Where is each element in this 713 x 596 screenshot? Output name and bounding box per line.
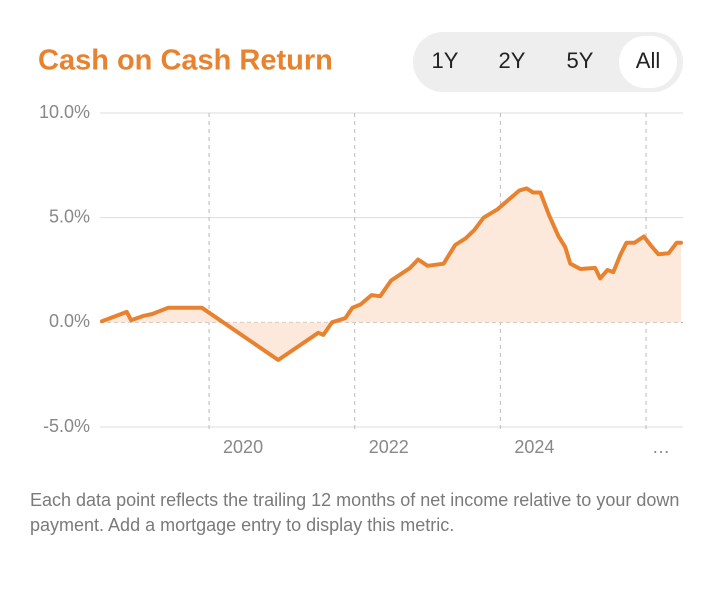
- area: [102, 188, 681, 360]
- y-tick-label: 10.0%: [39, 102, 90, 122]
- range-button[interactable]: All: [636, 48, 660, 73]
- x-tick-label: 2020: [223, 437, 263, 457]
- y-tick-label: -5.0%: [43, 416, 90, 436]
- line: [100, 186, 683, 362]
- range-button[interactable]: 5Y: [567, 48, 594, 73]
- range-button[interactable]: 2Y: [499, 48, 526, 73]
- footnote: Each data point reflects the trailing 12…: [30, 490, 680, 535]
- x-tick-label: 2024: [514, 437, 554, 457]
- y-tick-label: 0.0%: [49, 311, 90, 331]
- chart: Cash on Cash Return 1Y 2Y 5Y All -5.0% 0.0% 5.…: [38, 32, 683, 457]
- range-button[interactable]: 1Y: [432, 48, 459, 73]
- chart-title: Cash on Cash Return: [38, 45, 333, 77]
- x-tick-label: …: [652, 437, 670, 457]
- x-tick-label: 2022: [369, 437, 409, 457]
- range-selector: [413, 32, 683, 92]
- selected-pill: [619, 36, 677, 88]
- y-tick-label: 5.0%: [49, 206, 90, 226]
